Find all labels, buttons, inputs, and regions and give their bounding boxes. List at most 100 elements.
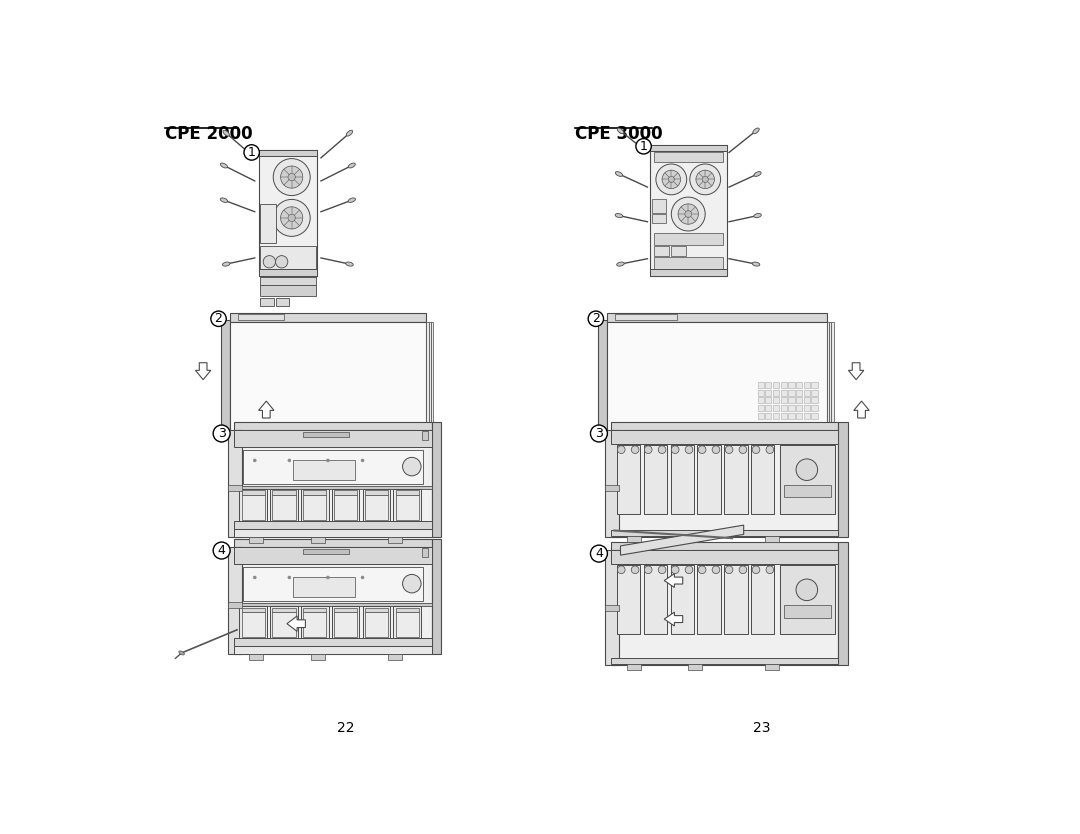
Bar [652,214,666,224]
Bar [432,539,441,655]
Bar [270,489,298,521]
Bar [234,646,432,654]
Bar [429,322,431,431]
Bar [653,246,669,255]
Bar [611,657,838,664]
Circle shape [766,566,773,574]
Bar [242,607,265,612]
Bar [611,430,838,444]
Bar [303,432,350,436]
Bar [725,445,747,515]
Polygon shape [664,574,683,587]
Ellipse shape [222,262,230,266]
Ellipse shape [754,214,761,218]
Circle shape [796,459,818,480]
Bar [388,654,402,660]
Bar [234,422,432,430]
Bar [796,405,802,411]
Circle shape [288,459,291,462]
Bar [838,422,848,537]
Circle shape [696,170,715,188]
Ellipse shape [346,262,353,266]
Circle shape [685,566,693,574]
Bar [611,530,838,536]
Circle shape [690,164,720,195]
Bar [804,382,810,388]
Circle shape [361,459,364,462]
Bar [671,246,686,255]
Bar [432,422,441,537]
Bar [796,413,802,419]
Bar [757,382,764,388]
Bar [311,654,325,660]
Text: 22: 22 [337,721,354,735]
Bar [395,490,419,495]
Bar [234,638,432,646]
Bar [757,405,764,411]
Bar [781,389,787,396]
Bar [804,405,810,411]
Bar [332,489,360,521]
Bar [388,536,402,543]
Bar [605,605,619,611]
Bar [301,606,328,638]
Circle shape [645,446,652,454]
Circle shape [253,576,256,579]
Bar [294,577,355,597]
Bar [234,486,432,489]
Bar [260,285,315,296]
Text: 3: 3 [218,427,226,440]
Bar [644,445,666,515]
Circle shape [739,566,746,574]
Bar [650,145,727,151]
Bar [811,389,818,396]
Ellipse shape [348,198,355,203]
Circle shape [618,566,625,574]
Bar [234,546,432,655]
Polygon shape [195,363,211,379]
Bar [365,607,388,612]
Bar [365,612,388,637]
Bar [228,485,242,491]
Bar [301,489,328,521]
Bar [773,405,779,411]
Bar [363,606,390,638]
Circle shape [281,166,302,188]
Circle shape [685,211,691,218]
Bar [260,298,274,306]
Ellipse shape [348,163,355,168]
Bar [784,485,831,497]
Bar [228,430,242,537]
Bar [617,445,639,515]
Bar [365,495,388,520]
Bar [249,654,264,660]
Circle shape [685,446,693,454]
Circle shape [796,579,818,600]
Bar [242,612,265,637]
Bar [804,389,810,396]
Bar [334,490,357,495]
Circle shape [672,197,705,231]
Circle shape [752,446,760,454]
Circle shape [591,545,607,562]
Bar [796,389,802,396]
Bar [270,606,298,638]
Bar [605,550,619,666]
Bar [832,322,834,431]
Bar [220,320,230,432]
Bar [766,382,771,388]
Text: CPE 2000: CPE 2000 [164,125,253,143]
Bar [272,495,296,520]
Bar [395,607,419,612]
Circle shape [725,566,733,574]
Bar [653,257,723,271]
Bar [766,664,779,670]
Circle shape [288,173,296,181]
Circle shape [288,576,291,579]
Bar [766,389,771,396]
Bar [249,536,264,543]
Bar [303,549,350,554]
Bar [228,546,242,655]
Circle shape [589,311,604,326]
Circle shape [699,446,706,454]
